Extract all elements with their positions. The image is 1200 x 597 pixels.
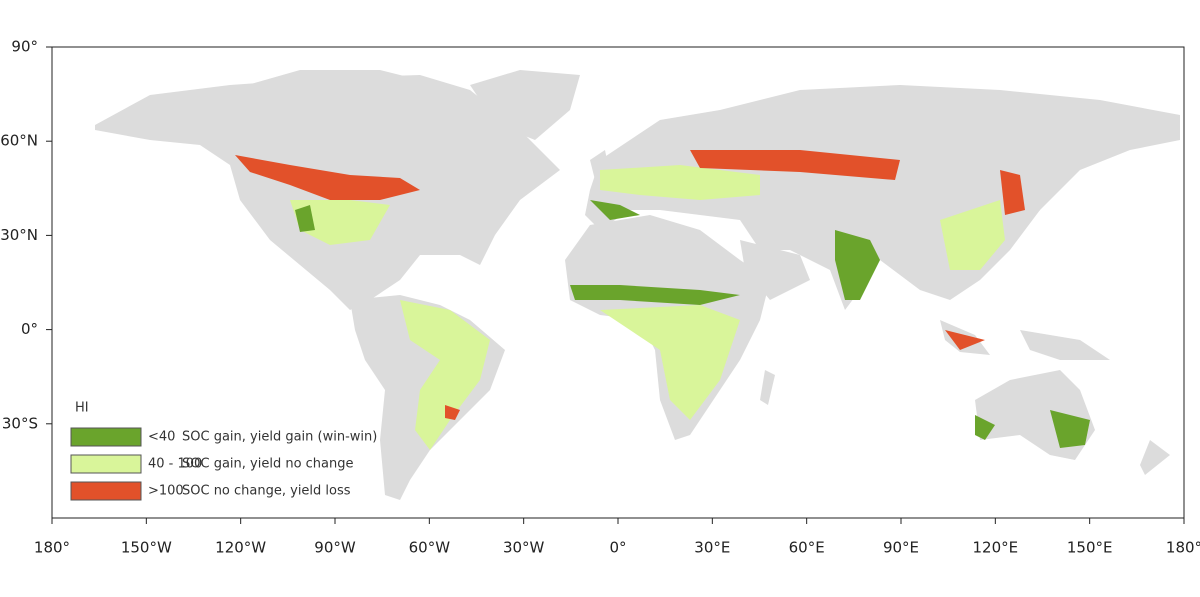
hi-areas [235, 150, 1090, 450]
x-tick-label: 180° [1166, 539, 1200, 557]
x-tick-label: 120°E [973, 539, 1019, 557]
legend-range: 40 - 100 [148, 457, 202, 472]
x-tick-label: 150°W [121, 539, 172, 557]
y-tick-label: 0° [21, 320, 38, 338]
y-tick-label: 30°S [2, 414, 38, 432]
y-tick-label: 30°N [0, 226, 38, 244]
legend-swatch [70, 481, 142, 501]
x-tick-label: 0° [609, 539, 626, 557]
y-tick-label: 90° [11, 38, 38, 56]
x-tick-label: 30°W [503, 539, 545, 557]
x-tick-label: 90°W [314, 539, 356, 557]
x-tick-label: 120°W [215, 539, 266, 557]
legend-swatch [70, 427, 142, 447]
x-tick-label: 30°E [694, 539, 730, 557]
x-tick-label: 60°E [789, 539, 825, 557]
legend-range: <40 [148, 430, 175, 445]
x-tick-label: 150°E [1067, 539, 1113, 557]
legend-label: SOC gain, yield no change [182, 457, 354, 472]
x-tick-label: 90°E [883, 539, 919, 557]
x-tick-label: 180° [34, 539, 70, 557]
y-tick-label: 60°N [0, 132, 38, 150]
legend-label: SOC gain, yield gain (win-win) [182, 430, 377, 445]
legend-range: >100 [148, 484, 184, 499]
legend-title: HI [75, 401, 89, 416]
legend-swatch [70, 454, 142, 474]
legend-label: SOC no change, yield loss [182, 484, 351, 499]
x-tick-label: 60°W [409, 539, 451, 557]
